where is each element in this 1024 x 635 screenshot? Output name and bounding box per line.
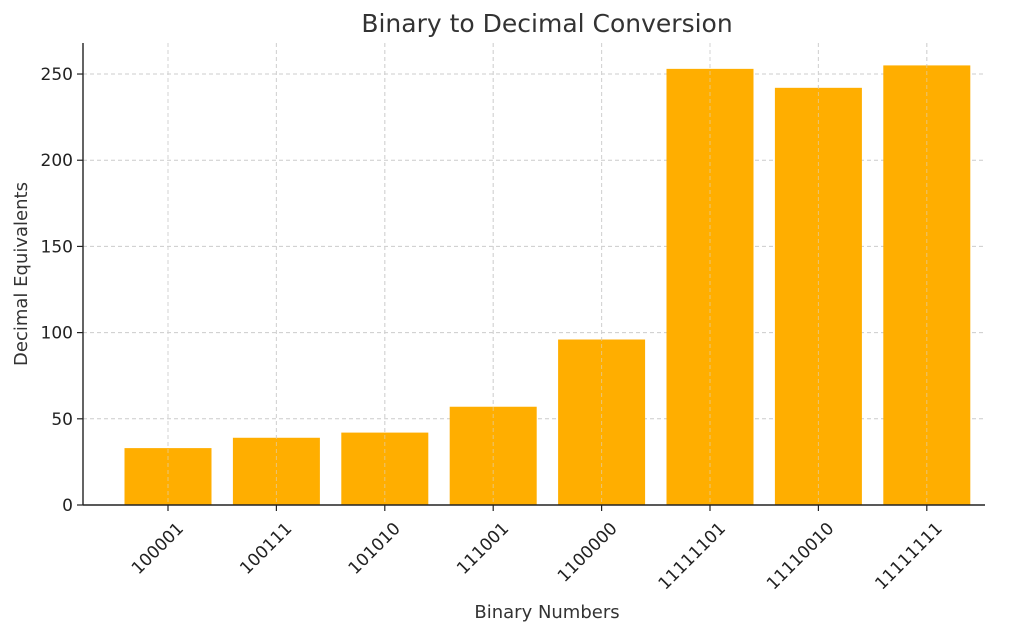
x-axis-title: Binary Numbers	[474, 602, 619, 623]
x-tick-label: 11111111	[871, 519, 946, 594]
chart-title: Binary to Decimal Conversion	[361, 9, 732, 38]
y-tick-label: 100	[41, 324, 73, 344]
bar-layer	[124, 43, 971, 505]
y-tick-label: 0	[62, 496, 73, 516]
x-tick-label: 111001	[453, 519, 513, 579]
y-tick-label: 250	[41, 65, 73, 85]
x-tick-label: 100001	[128, 519, 188, 579]
x-tick-label: 100111	[236, 519, 296, 579]
y-tick-label: 50	[51, 410, 73, 430]
y-tick-label: 150	[41, 237, 73, 257]
x-tick-label: 11111101	[655, 519, 730, 594]
bar-11111111	[883, 65, 971, 505]
x-tick-label: 1100000	[554, 519, 622, 587]
x-tick-label: 11110010	[763, 519, 838, 594]
axis-layer	[77, 43, 985, 511]
y-tick-label: 200	[41, 151, 73, 171]
y-axis-title: Decimal Equivalents	[11, 182, 32, 366]
x-tick-label: 101010	[345, 519, 405, 579]
